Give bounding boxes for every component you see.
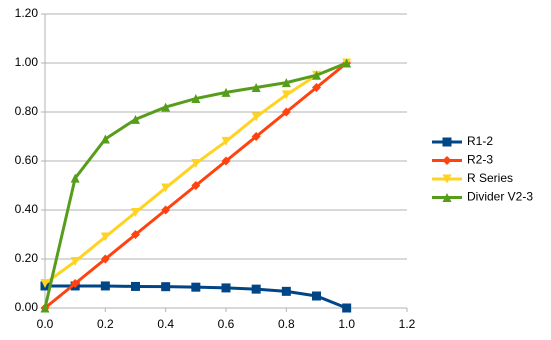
data-point [131, 114, 140, 124]
data-point [251, 112, 261, 122]
x-tick-label: 0.4 [157, 317, 174, 331]
x-tick-label: 1.0 [338, 317, 355, 331]
data-point [312, 83, 321, 92]
y-tick-label: 1.00 [15, 55, 39, 69]
data-point [251, 83, 261, 92]
x-tick-label: 0.6 [218, 317, 235, 331]
data-point [281, 78, 291, 88]
legend-marker [442, 137, 452, 147]
data-point [191, 158, 201, 168]
legend-label: R Series [467, 171, 513, 185]
y-tick-label: 0.20 [15, 251, 39, 265]
y-tick-label: 1.20 [15, 6, 39, 20]
data-point [191, 181, 201, 190]
legend-label: R1-2 [467, 134, 493, 148]
x-tick-label: 0.8 [278, 317, 295, 331]
data-point [312, 70, 321, 80]
data-point [191, 282, 201, 292]
x-tick-label: 0.2 [97, 317, 114, 331]
legend-marker [442, 174, 452, 184]
x-tick-label: 0.0 [37, 317, 54, 331]
data-point [191, 94, 201, 104]
data-point [161, 102, 171, 112]
data-point [100, 134, 110, 144]
data-point [312, 291, 321, 301]
data-point [70, 173, 80, 183]
data-point [131, 230, 140, 239]
data-point [100, 281, 110, 291]
data-point [100, 254, 110, 264]
legend-marker [442, 193, 452, 202]
data-point [131, 207, 140, 217]
y-tick-label: 0.60 [15, 153, 39, 167]
data-point [161, 183, 171, 193]
data-point [281, 107, 291, 117]
data-point [221, 87, 231, 97]
data-point [342, 303, 352, 313]
data-point [161, 282, 171, 292]
data-point [342, 58, 352, 68]
data-point [131, 281, 140, 291]
data-point [281, 90, 291, 100]
y-tick-label: 0.80 [15, 104, 39, 118]
y-tick-label: 0.00 [15, 300, 39, 314]
legend-label: Divider V2-3 [467, 190, 533, 204]
legend-marker [442, 156, 452, 165]
data-point [100, 232, 110, 242]
data-point [70, 279, 80, 288]
data-point [40, 303, 50, 313]
y-tick-label: 0.40 [15, 202, 39, 216]
data-point [221, 136, 231, 146]
data-point [251, 284, 261, 294]
legend-label: R2-3 [467, 153, 493, 167]
x-tick-label: 1.2 [399, 317, 416, 331]
data-point [40, 279, 50, 288]
data-point [281, 286, 291, 296]
data-point [221, 283, 231, 293]
data-point [251, 132, 261, 141]
data-point [221, 156, 231, 166]
data-point [161, 205, 171, 215]
data-point [70, 256, 80, 266]
